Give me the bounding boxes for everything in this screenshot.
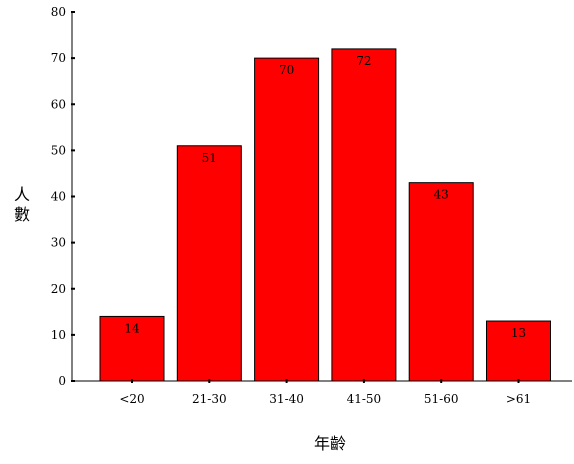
y-tick-label: 10 bbox=[51, 328, 66, 342]
bar-31-40 bbox=[254, 57, 320, 382]
data-label: 43 bbox=[434, 188, 449, 202]
bars-layer bbox=[99, 48, 551, 382]
x-axis-title: 年齡 bbox=[314, 434, 346, 453]
x-tick-label: 31-40 bbox=[269, 392, 304, 406]
bar->61 bbox=[486, 320, 551, 382]
x-tick-label: 21-30 bbox=[192, 392, 227, 406]
data-label: 70 bbox=[279, 63, 294, 77]
y-axis-title-char: 數 bbox=[14, 205, 30, 224]
data-label: 51 bbox=[202, 151, 217, 165]
data-label: 72 bbox=[356, 54, 371, 68]
y-tick-label: 70 bbox=[51, 51, 66, 65]
y-tick-label: 50 bbox=[51, 143, 66, 157]
bar-21-30 bbox=[176, 145, 242, 382]
x-tick-label: 41-50 bbox=[347, 392, 382, 406]
y-axis-title-char: 人 bbox=[14, 185, 30, 204]
x-tick-label: 51-60 bbox=[424, 392, 459, 406]
y-tick-label: 30 bbox=[51, 236, 66, 250]
data-label: 13 bbox=[511, 326, 526, 340]
y-tick-label: 40 bbox=[51, 190, 66, 204]
x-ticks-layer: <20 21-30 31-40 41-50 51-60 >61 bbox=[119, 379, 531, 406]
bar-51-60 bbox=[408, 182, 474, 382]
data-label: 14 bbox=[124, 321, 140, 335]
bar-41-50 bbox=[331, 48, 397, 382]
x-tick-label: >61 bbox=[506, 392, 531, 406]
y-ticks-layer: 0 10 20 30 40 50 60 70 80 bbox=[51, 5, 75, 388]
x-tick-label: <20 bbox=[119, 392, 144, 406]
bar-<20 bbox=[99, 315, 165, 382]
y-tick-label: 0 bbox=[58, 374, 66, 388]
y-tick-label: 80 bbox=[51, 5, 66, 19]
y-axis-title: 人數 bbox=[14, 185, 30, 224]
data-labels-layer: 14 51 70 72 43 13 bbox=[124, 54, 526, 340]
y-tick-label: 20 bbox=[51, 282, 66, 296]
y-tick-label: 60 bbox=[51, 97, 66, 111]
